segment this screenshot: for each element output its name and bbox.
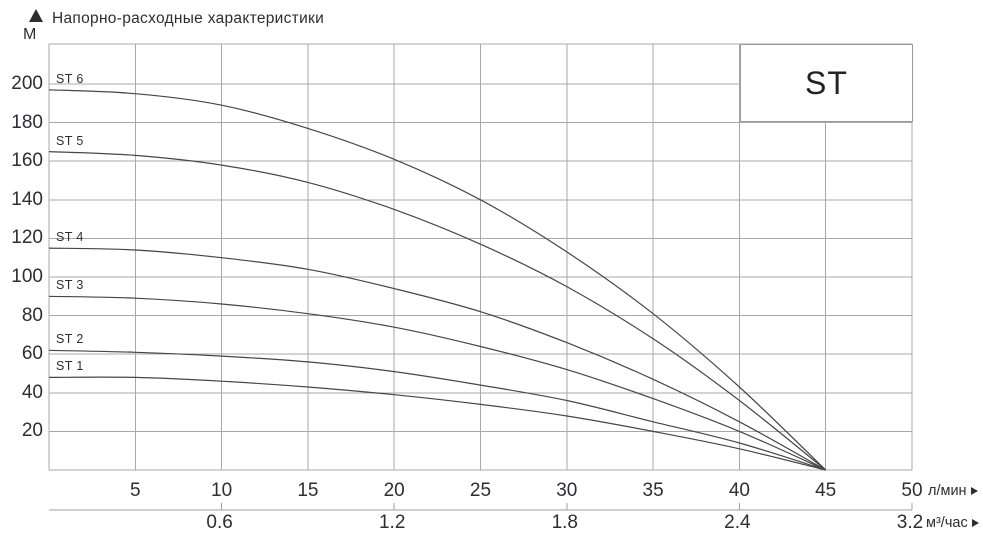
x2-axis-tick-label: 0.6 — [206, 512, 233, 533]
x-axis-tick-label: 20 — [383, 480, 405, 501]
secondary-axis — [49, 503, 913, 511]
curve-label-st-5: ST 5 — [56, 133, 84, 148]
curve-label-st-3: ST 3 — [56, 278, 84, 293]
x-axis-unit: л/мин — [928, 483, 978, 499]
pump-curve-st-6 — [48, 89, 827, 471]
x2-axis-unit-label: м³/час — [926, 515, 968, 531]
x-axis-tick-label: 50 — [901, 480, 923, 501]
series-family-label: ST — [805, 64, 848, 101]
arrow-right-icon — [970, 487, 978, 495]
pump-curve-st-4 — [48, 247, 826, 471]
grid-lines — [48, 43, 913, 471]
x2-axis-tick-label: 1.8 — [551, 512, 578, 533]
y-axis-unit-label: М — [23, 26, 37, 43]
chart-title: Напорно-расходные характеристики — [52, 10, 325, 27]
x2-axis-unit: м³/час — [926, 515, 979, 531]
y-axis-tick-label: 140 — [11, 188, 43, 210]
x-axis-tick-label: 15 — [297, 480, 319, 501]
curve-label-st-1: ST 1 — [56, 359, 84, 374]
pump-curve-st-5 — [48, 151, 827, 471]
x-axis-tick-label: 35 — [642, 480, 664, 501]
y-axis-tick-label: 120 — [11, 227, 43, 249]
arrow-right-icon — [971, 519, 979, 527]
x2-axis-tick-label: 3.2 — [896, 512, 924, 533]
pump-curve-st-1 — [48, 376, 826, 471]
y-axis-tick-label: 80 — [21, 304, 43, 326]
y-axis-tick-label: 60 — [21, 343, 43, 365]
x-axis-tick-label: 45 — [815, 480, 837, 501]
x2-axis-tick-label: 2.4 — [724, 512, 751, 533]
y-axis-tick-label: 40 — [21, 381, 43, 403]
y-axis-tick-label: 200 — [11, 73, 43, 94]
y-axis-tick-label: 20 — [21, 420, 43, 442]
x2-axis-tick-label: 1.2 — [378, 512, 406, 533]
curve-label-st-4: ST 4 — [56, 230, 84, 245]
y-axis-tick-label: 180 — [11, 111, 43, 133]
y-axis-tick-label: 100 — [11, 266, 43, 287]
x-axis-tick-label: 40 — [728, 480, 750, 501]
y-axis-tick-label: 160 — [11, 150, 43, 172]
pump-curve-st-3 — [48, 295, 826, 471]
series-family-box: ST — [740, 44, 913, 122]
arrow-up-icon — [29, 9, 43, 22]
x-axis-tick-label: 30 — [556, 480, 578, 501]
pump-curve-st-2 — [48, 349, 826, 471]
curve-label-st-2: ST 2 — [56, 332, 84, 347]
x-axis-tick-label: 5 — [130, 480, 141, 501]
x-axis-tick-label: 25 — [469, 480, 492, 501]
x-axis-unit-label: л/мин — [928, 483, 967, 499]
pump-curves — [48, 89, 827, 471]
x-axis-tick-label: 10 — [211, 480, 233, 501]
curve-label-st-6: ST 6 — [56, 71, 84, 86]
